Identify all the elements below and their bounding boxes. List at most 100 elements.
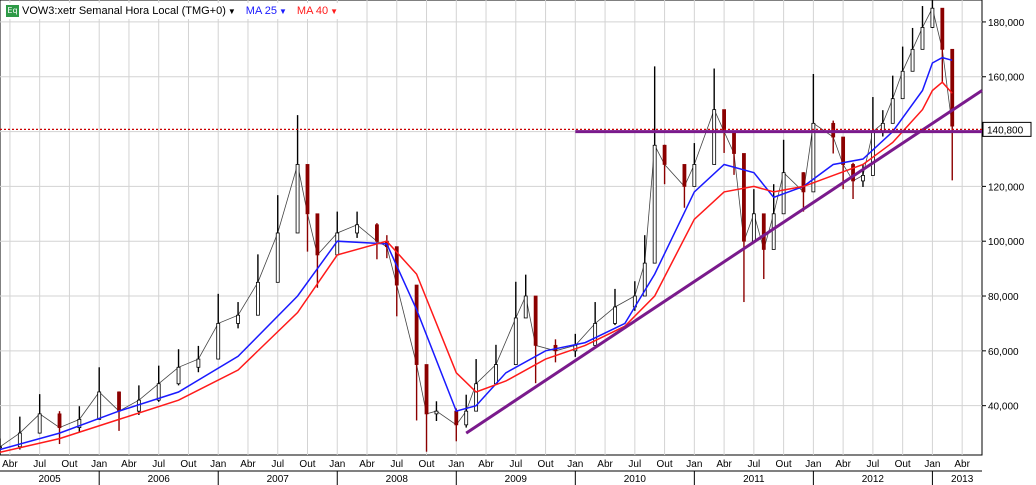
year-label: 2013 bbox=[951, 474, 974, 485]
price-candle bbox=[742, 153, 746, 242]
x-tick-label: Out bbox=[895, 459, 911, 470]
year-label: 2012 bbox=[862, 474, 885, 485]
price-candle bbox=[17, 432, 22, 448]
price-candle bbox=[523, 295, 528, 319]
price-candle bbox=[255, 281, 260, 316]
price-candle bbox=[305, 164, 310, 215]
price-candle bbox=[801, 172, 806, 193]
current-price-label: 140,800 bbox=[987, 125, 1024, 136]
x-tick-label: Out bbox=[299, 459, 315, 470]
year-label: 2007 bbox=[267, 474, 290, 485]
price-candle bbox=[454, 410, 459, 426]
support-trendline bbox=[465, 89, 983, 435]
price-candle bbox=[513, 317, 518, 365]
current-price-tag bbox=[982, 121, 1032, 137]
price-candle bbox=[930, 7, 935, 28]
x-tick-label: Abr bbox=[359, 459, 375, 470]
price-candle bbox=[712, 109, 717, 165]
price-candle bbox=[761, 213, 766, 250]
price-candle bbox=[732, 131, 736, 154]
price-candle bbox=[682, 164, 687, 187]
x-tick-label: Jan bbox=[210, 459, 226, 470]
price-candle bbox=[414, 284, 419, 365]
x-tick-label: Jul bbox=[866, 459, 879, 470]
price-candle bbox=[811, 122, 816, 193]
x-tick-label: Abr bbox=[240, 459, 256, 470]
price-candle bbox=[593, 323, 598, 346]
triangle-down-icon: ▼ bbox=[227, 7, 236, 16]
price-candle bbox=[77, 418, 82, 428]
price-candle bbox=[216, 323, 221, 360]
year-label: 2011 bbox=[743, 474, 765, 485]
x-tick-label: Abr bbox=[716, 459, 732, 470]
year-label: 2009 bbox=[505, 474, 528, 485]
year-label: 2005 bbox=[38, 474, 61, 485]
x-tick-label: Jul bbox=[747, 459, 760, 470]
symbol-title: VOW3:xetr Semanal Hora Local (TMG+0) bbox=[22, 5, 226, 17]
price-candle bbox=[37, 413, 42, 434]
price-candle bbox=[851, 164, 855, 182]
ma25-dropdown[interactable]: MA 25 ▼ bbox=[246, 5, 287, 17]
price-candle bbox=[0, 446, 2, 449]
price-candle bbox=[176, 366, 181, 385]
price-candle bbox=[156, 383, 161, 401]
price-candle bbox=[355, 224, 359, 234]
price-candle bbox=[751, 213, 756, 242]
x-tick-label: Out bbox=[418, 459, 434, 470]
x-tick-label: Jan bbox=[567, 459, 583, 470]
x-tick-label: Abr bbox=[2, 459, 18, 470]
price-candle bbox=[236, 314, 240, 324]
y-tick-label: 60,000 bbox=[988, 347, 1019, 358]
price-candle bbox=[494, 364, 498, 385]
ma40-label: MA 40 bbox=[296, 5, 329, 17]
ma40-dropdown[interactable]: MA 40 ▼ bbox=[297, 5, 338, 17]
price-candle bbox=[950, 48, 955, 127]
x-tick-label: Jul bbox=[152, 459, 165, 470]
x-tick-label: Jul bbox=[33, 459, 46, 470]
price-candle bbox=[424, 364, 429, 415]
x-tick-label: Abr bbox=[835, 459, 851, 470]
x-tick-label: Abr bbox=[121, 459, 137, 470]
price-candle bbox=[57, 413, 62, 428]
y-tick-label: 180,000 bbox=[988, 18, 1025, 29]
chart-legend: Eq VOW3:xetr Semanal Hora Local (TMG+0) ▼… bbox=[6, 3, 353, 19]
y-tick-label: 120,000 bbox=[988, 182, 1025, 193]
x-tick-label: Abr bbox=[954, 459, 970, 470]
x-tick-label: Jan bbox=[91, 459, 107, 470]
ma40-line bbox=[0, 81, 953, 454]
ma25-line bbox=[0, 56, 953, 451]
price-candle bbox=[692, 164, 697, 187]
price-candle bbox=[295, 164, 300, 234]
symbol-title-dropdown[interactable]: VOW3:xetr Semanal Hora Local (TMG+0) ▼ bbox=[22, 5, 236, 17]
x-tick-label: Out bbox=[537, 459, 553, 470]
price-candle bbox=[434, 410, 439, 415]
triangle-down-icon: ▼ bbox=[278, 7, 287, 16]
x-tick-label: Jul bbox=[509, 459, 522, 470]
y-tick-label: 40,000 bbox=[988, 402, 1019, 413]
y-tick-label: 160,000 bbox=[988, 73, 1025, 84]
x-tick-label: Abr bbox=[597, 459, 613, 470]
price-candle bbox=[196, 358, 201, 368]
year-label: 2010 bbox=[624, 474, 647, 485]
year-label: 2006 bbox=[148, 474, 171, 485]
y-tick-label: 80,000 bbox=[988, 292, 1019, 303]
price-candle bbox=[375, 224, 379, 242]
x-tick-label: Jan bbox=[805, 459, 821, 470]
equity-icon[interactable]: Eq bbox=[6, 5, 19, 17]
price-line bbox=[0, 7, 953, 448]
x-tick-label: Jan bbox=[686, 459, 702, 470]
price-candle bbox=[841, 136, 846, 165]
ma25-label: MA 25 bbox=[245, 5, 277, 17]
x-tick-label: Jul bbox=[271, 459, 284, 470]
x-tick-label: Jan bbox=[924, 459, 940, 470]
price-candle bbox=[662, 144, 667, 165]
price-candle bbox=[117, 391, 121, 412]
x-tick-label: Out bbox=[776, 459, 792, 470]
price-candle bbox=[870, 131, 875, 176]
price-candle bbox=[533, 295, 538, 346]
y-tick-label: 100,000 bbox=[988, 237, 1025, 248]
price-candle bbox=[613, 306, 617, 324]
triangle-down-icon: ▼ bbox=[330, 7, 339, 16]
